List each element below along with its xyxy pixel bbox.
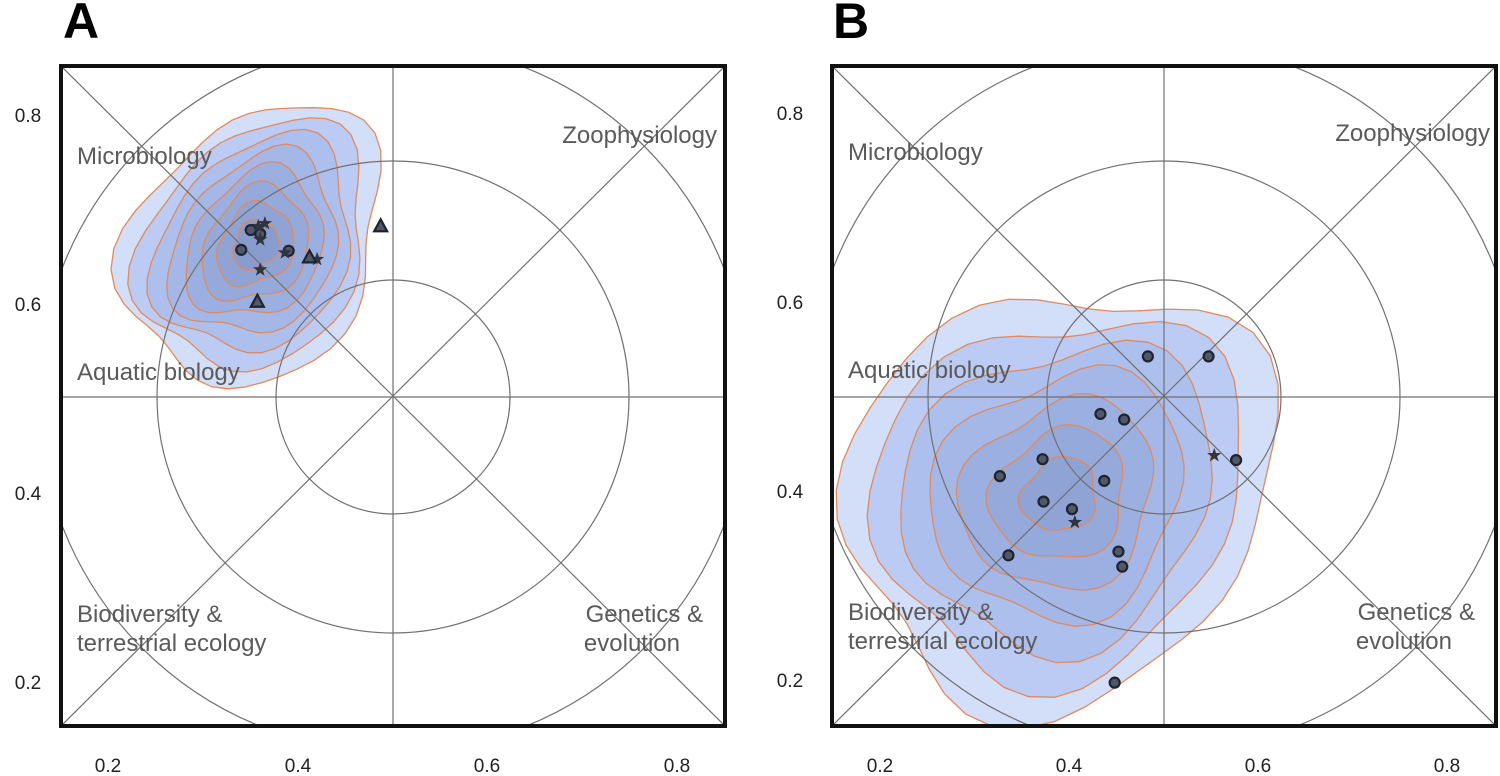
region-label-zoophysiology: Zoophysiology — [562, 122, 717, 149]
plot-frame — [59, 64, 727, 728]
data-point-circle — [1112, 545, 1125, 558]
x-tick-label: 0.4 — [1056, 756, 1083, 776]
plot-frame — [830, 64, 1498, 728]
y-tick-label: 0.4 — [777, 482, 804, 503]
panel-b: B 0.8 0.6 0.4 0.2 0.2 0.4 0.6 0.8 Microb… — [777, 0, 1498, 776]
region-label-evolution: evolution — [584, 630, 680, 657]
data-points — [235, 216, 390, 308]
data-point-star — [253, 232, 268, 246]
y-tick-label: 0.2 — [15, 673, 41, 694]
data-point-star — [310, 251, 325, 266]
density-contours — [110, 107, 382, 390]
data-point-star — [253, 262, 268, 276]
data-point-circle — [1098, 474, 1111, 487]
data-point-circle — [1141, 350, 1154, 363]
density-contour — [231, 218, 281, 272]
region-label-aquatic-biology: Aquatic biology — [77, 359, 240, 386]
polar-grid — [61, 66, 725, 726]
data-point-star — [277, 245, 292, 259]
region-label-microbiology: Microbiology — [77, 143, 212, 170]
x-tick-label: 0.6 — [1245, 756, 1271, 776]
region-label-biodiversity: Biodiversity & — [848, 599, 993, 626]
region-label-biodiversity: Biodiversity & — [77, 601, 222, 628]
x-tick-label: 0.8 — [1434, 756, 1460, 776]
x-tick-label: 0.8 — [664, 756, 690, 776]
region-label-aquatic-biology: Aquatic biology — [848, 357, 1011, 384]
data-point-circle — [1229, 454, 1243, 467]
x-tick-label: 0.6 — [474, 756, 500, 776]
y-tick-label: 0.8 — [15, 106, 41, 127]
data-point-circle — [1108, 676, 1121, 689]
region-label-genetics: Genetics & — [586, 601, 703, 628]
y-tick-label: 0.6 — [15, 295, 41, 316]
region-label-microbiology: Microbiology — [848, 139, 983, 166]
data-point-circle — [993, 470, 1006, 483]
data-point-star — [251, 218, 266, 233]
y-tick-label: 0.2 — [777, 671, 803, 692]
data-point-circle — [1002, 549, 1015, 562]
region-label-zoophysiology: Zoophysiology — [1335, 120, 1490, 147]
data-point-circle — [1118, 413, 1131, 426]
data-point-circle — [1037, 495, 1050, 508]
data-point-circle — [1036, 453, 1049, 466]
x-tick-label: 0.2 — [95, 756, 121, 776]
region-label-terrestrial-ecology: terrestrial ecology — [77, 630, 266, 657]
x-tick-label: 0.2 — [867, 756, 893, 776]
data-points — [993, 350, 1243, 689]
panel-label: B — [833, 0, 869, 49]
data-point-triangle — [372, 216, 390, 233]
data-point-triangle — [249, 292, 266, 308]
y-tick-label: 0.4 — [15, 484, 42, 505]
data-point-star — [1207, 447, 1222, 462]
region-label-genetics: Genetics & — [1358, 599, 1475, 626]
y-tick-label: 0.8 — [777, 104, 803, 125]
x-tick-label: 0.4 — [285, 756, 312, 776]
panel-label: A — [63, 0, 99, 49]
data-point-circle — [235, 243, 248, 256]
data-point-circle — [1065, 503, 1079, 516]
grid-spoke — [61, 66, 725, 726]
grid-spoke — [832, 66, 1496, 726]
y-tick-label: 0.6 — [777, 293, 803, 314]
density-contours — [835, 298, 1279, 726]
panel-a: A 0.8 0.6 0.4 0.2 0.2 0.4 0.6 0.8 Microb… — [15, 0, 727, 776]
data-point-circle — [1116, 560, 1129, 573]
region-label-terrestrial-ecology: terrestrial ecology — [848, 628, 1037, 655]
polar-grid — [832, 66, 1496, 726]
data-point-triangle — [301, 248, 318, 264]
data-point-star — [1067, 514, 1082, 529]
data-point-star — [257, 216, 273, 230]
data-point-circle — [1202, 350, 1215, 363]
data-point-circle — [1094, 407, 1107, 421]
region-label-evolution: evolution — [1356, 628, 1452, 655]
